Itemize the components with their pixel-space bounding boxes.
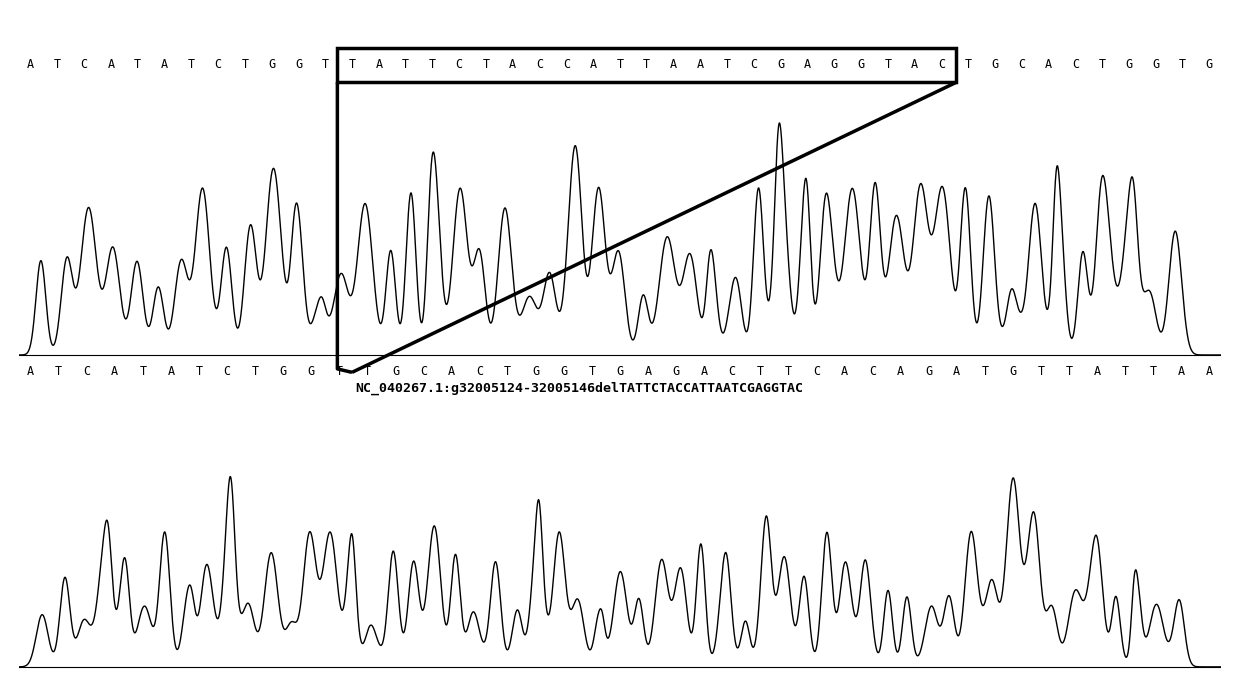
Text: G: G [308, 365, 315, 378]
Text: A: A [167, 365, 175, 378]
Text: T: T [724, 58, 730, 72]
Text: G: G [392, 365, 399, 378]
Text: C: C [81, 58, 88, 72]
Text: T: T [242, 58, 248, 72]
Text: C: C [813, 365, 820, 378]
Text: T: T [1122, 365, 1128, 378]
Text: G: G [1126, 58, 1132, 72]
Text: G: G [280, 365, 286, 378]
Text: A: A [911, 58, 919, 72]
Text: T: T [55, 365, 62, 378]
Text: G: G [295, 58, 303, 72]
Text: A: A [804, 58, 811, 72]
Text: C: C [83, 365, 91, 378]
Text: A: A [645, 365, 652, 378]
Text: T: T [53, 58, 61, 72]
Text: G: G [672, 365, 680, 378]
Text: T: T [1149, 365, 1157, 378]
Text: T: T [785, 365, 792, 378]
Text: A: A [1178, 365, 1185, 378]
Text: G: G [1205, 58, 1213, 72]
Text: T: T [588, 365, 595, 378]
Text: A: A [697, 58, 704, 72]
Text: T: T [965, 58, 972, 72]
Text: C: C [455, 58, 463, 72]
Text: A: A [27, 58, 35, 72]
Text: T: T [363, 365, 371, 378]
Text: T: T [196, 365, 202, 378]
Text: T: T [348, 58, 356, 72]
Bar [337, 47, 956, 82]
Text: C: C [869, 365, 877, 378]
Text: T: T [1038, 365, 1044, 378]
Text: G: G [532, 365, 539, 378]
Text: C: C [1018, 58, 1025, 72]
Text: T: T [139, 365, 146, 378]
Text: G: G [268, 58, 275, 72]
Text: T: T [482, 58, 490, 72]
Text: T: T [981, 365, 988, 378]
Text: G: G [616, 365, 624, 378]
Text: C: C [937, 58, 945, 72]
Text: A: A [448, 365, 455, 378]
Text: G: G [992, 58, 998, 72]
Text: A: A [1205, 365, 1213, 378]
Text: T: T [187, 58, 195, 72]
Text: A: A [897, 365, 904, 378]
Text: C: C [476, 365, 484, 378]
Text: G: G [925, 365, 932, 378]
Text: A: A [954, 365, 960, 378]
Text: T: T [1065, 365, 1073, 378]
Text: A: A [670, 58, 677, 72]
Text: T: T [336, 365, 343, 378]
Text: C: C [215, 58, 222, 72]
Text: T: T [1179, 58, 1187, 72]
Text: G: G [560, 365, 568, 378]
Text: T: T [884, 58, 892, 72]
Text: C: C [1071, 58, 1079, 72]
Text: A: A [701, 365, 708, 378]
Text: NC_040267.1:g32005124-32005146delTATTCTACCATTAATCGAGGTAC: NC_040267.1:g32005124-32005146delTATTCTA… [356, 381, 804, 395]
Text: G: G [1009, 365, 1017, 378]
Text: T: T [321, 58, 329, 72]
Text: A: A [841, 365, 848, 378]
Text: G: G [1152, 58, 1159, 72]
Text: A: A [510, 58, 516, 72]
Text: G: G [858, 58, 864, 72]
Text: A: A [112, 365, 118, 378]
Text: T: T [252, 365, 259, 378]
Text: T: T [402, 58, 409, 72]
Text: A: A [27, 365, 35, 378]
Text: A: A [161, 58, 169, 72]
Text: T: T [644, 58, 650, 72]
Text: A: A [1094, 365, 1101, 378]
Text: G: G [831, 58, 838, 72]
Text: T: T [756, 365, 764, 378]
Text: T: T [134, 58, 141, 72]
Text: T: T [429, 58, 436, 72]
Text: T: T [505, 365, 511, 378]
Text: T: T [1099, 58, 1106, 72]
Text: C: C [563, 58, 570, 72]
Text: A: A [590, 58, 596, 72]
Text: A: A [376, 58, 382, 72]
Text: C: C [536, 58, 543, 72]
Text: T: T [616, 58, 624, 72]
Text: C: C [420, 365, 427, 378]
Text: C: C [729, 365, 735, 378]
Text: C: C [223, 365, 231, 378]
Text: A: A [1045, 58, 1053, 72]
Text: C: C [750, 58, 758, 72]
Text: G: G [777, 58, 785, 72]
Text: A: A [108, 58, 114, 72]
